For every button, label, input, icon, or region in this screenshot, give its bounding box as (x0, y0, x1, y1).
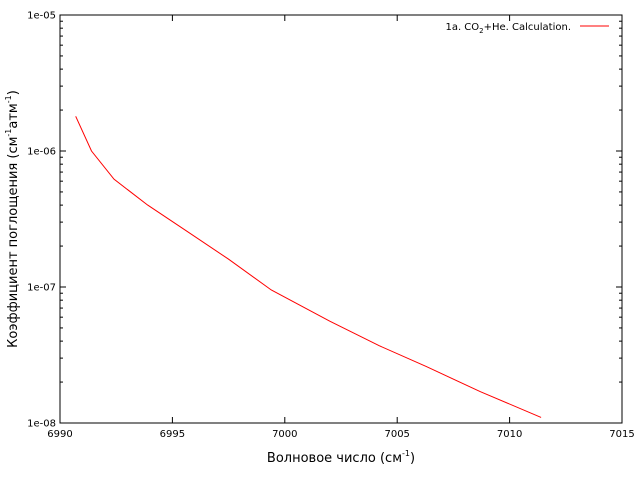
x-axis-label: Волновое число (см-1) (267, 449, 415, 466)
y-tick-label: 1e-05 (27, 11, 56, 22)
series-layer (75, 116, 542, 418)
axis-ticks (59, 14, 623, 424)
x-tick-label: 7015 (609, 429, 634, 440)
x-tick-label: 7005 (384, 429, 409, 440)
x-tick-label: 7000 (272, 429, 297, 440)
series-line (75, 116, 542, 418)
y-tick-label: 1e-07 (27, 283, 56, 294)
x-tick-label: 7010 (497, 429, 522, 440)
y-tick-label: 1e-08 (27, 419, 56, 430)
y-tick-label: 1e-06 (27, 147, 56, 158)
tick-labels: 6990 6995 7000 7005 7010 7015 1e-08 1e-07 1e-06 1… (27, 11, 635, 441)
x-tick-label: 6990 (47, 429, 72, 440)
x-tick-label: 6995 (160, 429, 185, 440)
plot-frame (59, 14, 623, 424)
y-axis-label: Коэффициент поглощения (см-1атм-1) (4, 90, 21, 348)
legend-label: 1a. CO2+He. Calculation. (445, 22, 571, 35)
legend: 1a. CO2+He. Calculation. (445, 22, 609, 35)
